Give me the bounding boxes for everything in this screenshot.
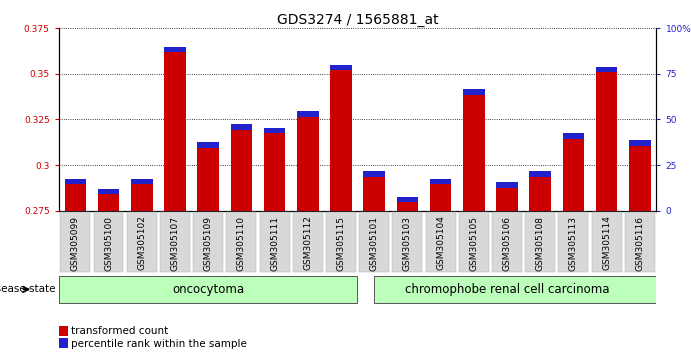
Text: GSM305104: GSM305104 — [436, 216, 445, 270]
FancyBboxPatch shape — [625, 212, 655, 272]
Text: GSM305115: GSM305115 — [337, 216, 346, 270]
Bar — [97, 189, 120, 194]
Bar — [430, 184, 451, 211]
Text: GSM305105: GSM305105 — [469, 216, 478, 270]
Bar — [297, 111, 319, 117]
Bar — [496, 182, 518, 188]
Bar — [463, 90, 484, 95]
Bar — [629, 146, 651, 211]
Title: GDS3274 / 1565881_at: GDS3274 / 1565881_at — [277, 13, 438, 27]
FancyBboxPatch shape — [591, 212, 622, 272]
Text: GSM305114: GSM305114 — [602, 216, 611, 270]
Bar — [198, 148, 219, 211]
Text: GSM305100: GSM305100 — [104, 216, 113, 270]
Text: GSM305110: GSM305110 — [237, 216, 246, 270]
Bar — [330, 65, 352, 70]
FancyBboxPatch shape — [160, 212, 190, 272]
FancyBboxPatch shape — [60, 212, 91, 272]
Text: percentile rank within the sample: percentile rank within the sample — [71, 339, 247, 349]
Bar — [231, 130, 252, 211]
FancyBboxPatch shape — [260, 212, 290, 272]
Bar — [231, 124, 252, 130]
Text: oncocytoma: oncocytoma — [172, 283, 244, 296]
Bar — [562, 133, 584, 139]
Text: GSM305102: GSM305102 — [138, 216, 146, 270]
FancyBboxPatch shape — [525, 212, 555, 272]
Bar — [97, 194, 120, 211]
Bar — [596, 72, 618, 211]
Text: GSM305101: GSM305101 — [370, 216, 379, 270]
Text: GSM305109: GSM305109 — [204, 216, 213, 270]
FancyBboxPatch shape — [326, 212, 356, 272]
Bar — [59, 326, 68, 336]
Bar — [363, 171, 385, 177]
FancyBboxPatch shape — [359, 212, 389, 272]
Text: GSM305112: GSM305112 — [303, 216, 312, 270]
Text: GSM305103: GSM305103 — [403, 216, 412, 270]
Text: GSM305099: GSM305099 — [71, 216, 80, 270]
Bar — [496, 188, 518, 211]
Bar — [64, 179, 86, 184]
Bar — [629, 141, 651, 146]
Bar — [363, 177, 385, 211]
FancyBboxPatch shape — [492, 212, 522, 272]
Bar — [64, 184, 86, 211]
FancyBboxPatch shape — [392, 212, 422, 272]
Text: chromophobe renal cell carcinoma: chromophobe renal cell carcinoma — [405, 283, 609, 296]
Bar — [131, 184, 153, 211]
Bar — [529, 177, 551, 211]
Bar — [463, 95, 484, 211]
Text: GSM305111: GSM305111 — [270, 216, 279, 270]
Text: transformed count: transformed count — [71, 326, 169, 336]
FancyBboxPatch shape — [558, 212, 588, 272]
FancyBboxPatch shape — [293, 212, 323, 272]
Bar — [529, 171, 551, 177]
Bar — [198, 142, 219, 148]
FancyBboxPatch shape — [127, 212, 157, 272]
FancyBboxPatch shape — [426, 212, 455, 272]
Bar — [164, 52, 186, 211]
Bar — [131, 179, 153, 184]
Text: GSM305107: GSM305107 — [171, 216, 180, 270]
FancyBboxPatch shape — [59, 276, 357, 303]
Bar — [297, 117, 319, 211]
Bar — [397, 202, 418, 211]
FancyBboxPatch shape — [193, 212, 223, 272]
Bar — [596, 67, 618, 72]
Text: GSM305108: GSM305108 — [536, 216, 545, 270]
Bar — [397, 197, 418, 202]
FancyBboxPatch shape — [374, 276, 672, 303]
FancyBboxPatch shape — [93, 212, 124, 272]
FancyBboxPatch shape — [227, 212, 256, 272]
Bar — [59, 338, 68, 348]
Text: GSM305106: GSM305106 — [502, 216, 511, 270]
Bar — [430, 179, 451, 184]
FancyBboxPatch shape — [459, 212, 489, 272]
Text: disease state: disease state — [0, 284, 55, 295]
Bar — [264, 128, 285, 133]
Bar — [264, 133, 285, 211]
Text: GSM305116: GSM305116 — [635, 216, 644, 270]
Bar — [330, 70, 352, 211]
Bar — [164, 46, 186, 52]
Bar — [562, 139, 584, 211]
Text: GSM305113: GSM305113 — [569, 216, 578, 270]
